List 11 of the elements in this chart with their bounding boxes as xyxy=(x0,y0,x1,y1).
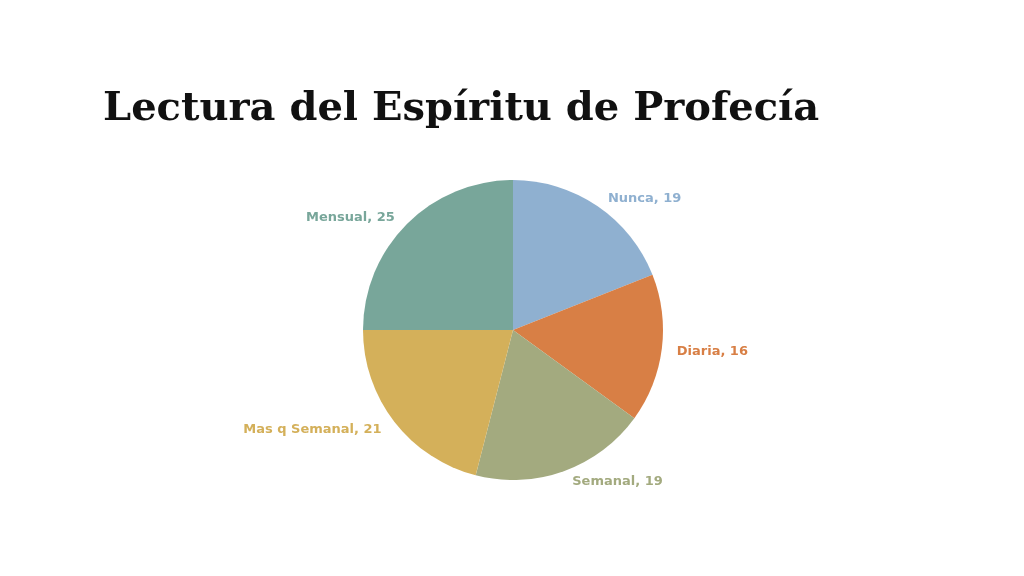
data-label: , 25 xyxy=(367,209,395,225)
slice-label: Diaria xyxy=(676,342,721,358)
data-label: , 21 xyxy=(354,420,382,436)
slice-label: Nunca xyxy=(607,190,654,206)
slice-label: Mas q Semanal xyxy=(243,420,355,436)
data-label: , 19 xyxy=(635,473,663,489)
data-label: , 19 xyxy=(653,190,682,206)
chart-title: Lectura del Espíritu de Profecía xyxy=(103,81,820,129)
data-label: , 16 xyxy=(720,342,748,358)
slice-label: Mensual xyxy=(306,209,368,225)
slice-label: Semanal xyxy=(572,473,636,489)
